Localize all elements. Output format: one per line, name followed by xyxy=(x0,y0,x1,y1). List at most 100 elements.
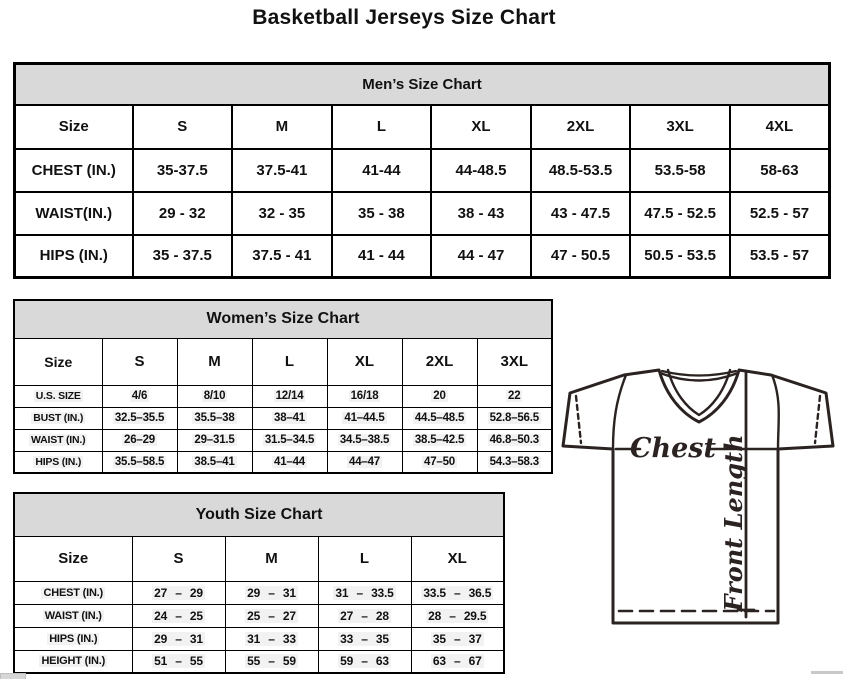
size-value-cell: 20 xyxy=(401,384,478,408)
row-label: WAIST(IN.) xyxy=(13,190,134,236)
column-header: S xyxy=(101,337,178,386)
size-value-cell: 44–47 xyxy=(326,450,403,474)
size-value-cell: 29 – 31 xyxy=(224,580,319,605)
size-value-cell: 52.8–56.5 xyxy=(476,406,553,430)
column-header: M xyxy=(176,337,253,386)
size-value-cell: 38 - 43 xyxy=(430,190,532,236)
size-value-cell: 38–41 xyxy=(251,406,328,430)
jersey-measurement-diagram: Chest Front Length xyxy=(561,368,835,625)
column-header: Size xyxy=(13,337,103,386)
size-value-cell: 46.8–50.3 xyxy=(476,428,553,452)
size-value-cell: 12/14 xyxy=(251,384,328,408)
column-header: M xyxy=(224,535,319,582)
chest-label: Chest xyxy=(630,433,716,464)
cell-text: 46.8–50.3 xyxy=(487,434,541,446)
column-header: 2XL xyxy=(401,337,478,386)
column-header: XL xyxy=(410,535,505,582)
column-header: M xyxy=(231,103,333,150)
size-value-cell: 41–44 xyxy=(251,450,328,474)
armhole-seam-left xyxy=(611,373,628,451)
column-header: L xyxy=(317,535,412,582)
size-value-cell: 63 – 67 xyxy=(410,649,505,674)
size-value-cell: 50.5 - 53.5 xyxy=(629,233,731,279)
cell-text: 31.5–34.5 xyxy=(262,434,317,446)
cell-text: BUST (IN.) xyxy=(31,412,86,424)
size-value-cell: 47–50 xyxy=(401,450,478,474)
size-value-cell: 26–29 xyxy=(101,428,178,452)
collar-back-arc-outer xyxy=(658,371,740,382)
cell-text: 44.5–48.5 xyxy=(412,412,467,424)
row-label: CHEST (IN.) xyxy=(13,147,134,193)
size-value-cell: 35.5–58.5 xyxy=(101,450,178,474)
column-header: 3XL xyxy=(476,337,553,386)
size-value-cell: 41 - 44 xyxy=(330,233,433,279)
cell-text: 20 xyxy=(431,390,448,402)
cell-text: 33.5 – 36.5 xyxy=(421,585,494,600)
cell-text: 28 – 29.5 xyxy=(426,608,489,623)
column-header: XL xyxy=(326,337,403,386)
size-value-cell: 34.5–38.5 xyxy=(326,428,403,452)
table-row: U.S. SIZE 4/6 8/10 12/14 16/18 20 22 xyxy=(13,384,553,408)
table-row: Size S M L XL 2XL 3XL xyxy=(13,337,553,386)
cell-text: 63 – 67 xyxy=(430,654,484,669)
cell-text: 4/6 xyxy=(129,390,150,402)
table-row: WAIST (IN.) 26–29 29–31.5 31.5–34.5 34.5… xyxy=(13,428,553,452)
row-label: HIPS (IN.) xyxy=(13,626,133,651)
row-label: HEIGHT (IN.) xyxy=(13,649,133,674)
cell-text: 16/18 xyxy=(348,390,381,402)
collar-inner-v xyxy=(666,368,732,417)
size-value-cell: 35.5–38 xyxy=(176,406,253,430)
size-value-cell: 44.5–48.5 xyxy=(401,406,478,430)
column-header: S xyxy=(131,103,234,150)
cell-text: 29 – 31 xyxy=(245,585,298,600)
table-row: Size S M L XL 2XL 3XL 4XL xyxy=(13,103,831,150)
column-header: Size xyxy=(13,103,134,150)
size-value-cell: 28 – 29.5 xyxy=(410,603,505,628)
size-value-cell: 31 – 33.5 xyxy=(317,580,412,605)
size-value-cell: 29 – 31 xyxy=(131,626,226,651)
womens-section-title: Women’s Size Chart xyxy=(13,299,553,339)
scrollbar-fragment-right[interactable] xyxy=(811,671,843,674)
jersey-outline xyxy=(561,368,835,625)
size-value-cell: 38.5–41 xyxy=(176,450,253,474)
cell-text: 41–44 xyxy=(272,455,307,468)
cell-text: 29–31.5 xyxy=(192,434,237,446)
cell-text: 25 – 27 xyxy=(245,608,298,623)
cell-text: 47–50 xyxy=(422,455,457,468)
cell-text: 31 – 33.5 xyxy=(333,585,396,600)
cell-text: 38–41 xyxy=(272,412,307,424)
womens-size-table: Women’s Size Chart Size S M L XL 2XL 3XL… xyxy=(13,299,553,474)
table-row: CHEST (IN.) 27 – 29 29 – 31 31 – 33.5 33… xyxy=(13,580,505,605)
size-value-cell: 27 – 29 xyxy=(131,580,226,605)
cell-text: WAIST (IN.) xyxy=(29,434,88,446)
size-value-cell: 44-48.5 xyxy=(430,147,532,193)
column-header: L xyxy=(330,103,433,150)
table-row: HIPS (IN.) 35.5–58.5 38.5–41 41–44 44–47… xyxy=(13,450,553,474)
size-value-cell: 43 - 47.5 xyxy=(529,190,632,236)
column-header: 2XL xyxy=(529,103,632,150)
cell-text: 29 – 31 xyxy=(152,631,205,646)
table-row: Men’s Size Chart xyxy=(13,62,831,106)
size-value-cell: 8/10 xyxy=(176,384,253,408)
sleeve-cuff-dashed-right xyxy=(813,394,822,445)
row-label: U.S. SIZE xyxy=(13,384,103,408)
column-header: S xyxy=(131,535,226,582)
scrollbar-fragment-left[interactable] xyxy=(0,673,26,679)
cell-text: HEIGHT (IN.) xyxy=(39,655,108,668)
cell-text: 55 – 59 xyxy=(245,654,298,669)
size-value-cell: 35 - 38 xyxy=(330,190,433,236)
cell-text: 27 – 29 xyxy=(152,585,205,600)
size-value-cell: 25 – 27 xyxy=(224,603,319,628)
size-value-cell: 16/18 xyxy=(326,384,403,408)
table-row: WAIST (IN.) 24 – 25 25 – 27 27 – 28 28 –… xyxy=(13,603,505,628)
size-value-cell: 37.5 - 41 xyxy=(231,233,333,279)
size-value-cell: 35-37.5 xyxy=(131,147,234,193)
cell-text: 31 – 33 xyxy=(245,631,298,646)
size-value-cell: 59 – 63 xyxy=(317,649,412,674)
size-value-cell: 37.5-41 xyxy=(231,147,333,193)
cell-text: U.S. SIZE xyxy=(33,390,83,402)
size-value-cell: 38.5–42.5 xyxy=(401,428,478,452)
table-row: CHEST (IN.) 35-37.5 37.5-41 41-44 44-48.… xyxy=(13,147,831,193)
cell-text: 41–44.5 xyxy=(342,412,387,424)
